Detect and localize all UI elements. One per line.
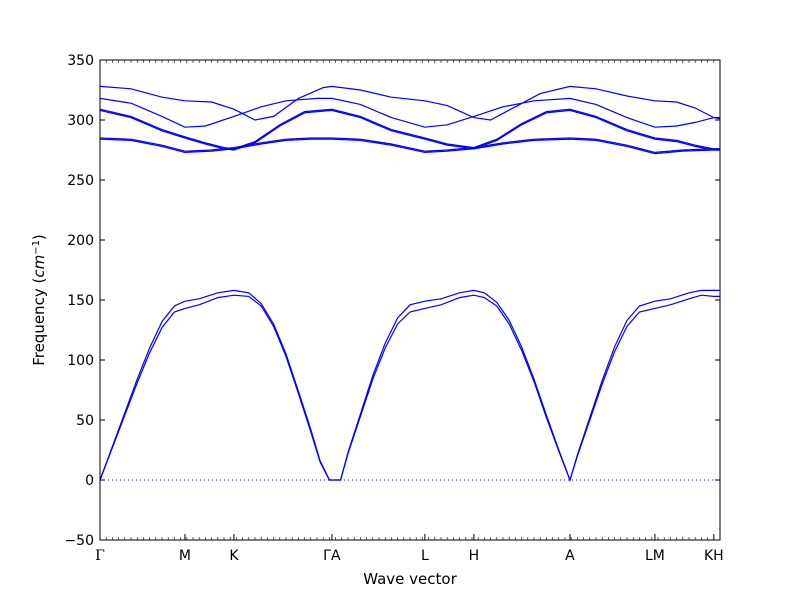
x-tick-label: ΓA [323,548,341,564]
band-line-7 [99,97,720,128]
x-tick-label: KH [704,548,724,564]
band-line-6 [99,109,720,151]
y-tick-label: 300 [67,113,94,129]
y-tick-label: 200 [67,233,94,249]
y-axis-label: Frequency (cm−1) [30,234,48,366]
y-axis-ticks: 350 300 250 200 150 100 50 0 −50 [64,53,720,549]
y-axis-unit: cm [30,255,48,278]
band-line-4 [99,138,720,155]
y-axis-unit-exponent: −1 [31,240,42,255]
band-line-3 [99,137,720,154]
y-tick-label: 250 [67,173,94,189]
x-tick-label: L [421,548,429,564]
y-tick-label: −50 [64,533,94,549]
band-line-8 [99,85,721,121]
x-axis-label: Wave vector [363,570,457,588]
x-tick-label: LM [645,548,665,564]
band-line-2 [99,289,720,482]
x-tick-label: A [565,548,575,564]
y-tick-label: 350 [67,53,94,69]
y-tick-label: 0 [85,473,94,489]
y-tick-label: 150 [67,293,94,309]
y-tick-label: 50 [76,413,94,429]
x-tick-label: H [469,548,480,564]
x-tick-label: Γ [95,548,105,564]
band-line-1 [99,294,720,482]
y-axis-label-text: Frequency [30,288,48,366]
plot-area [99,85,721,482]
x-axis-ticks: Γ M K ΓA L H A LM KH [95,60,724,564]
x-tick-label: K [229,548,239,564]
band-line-5 [99,108,720,150]
x-tick-label: M [179,548,191,564]
y-tick-label: 100 [67,353,94,369]
